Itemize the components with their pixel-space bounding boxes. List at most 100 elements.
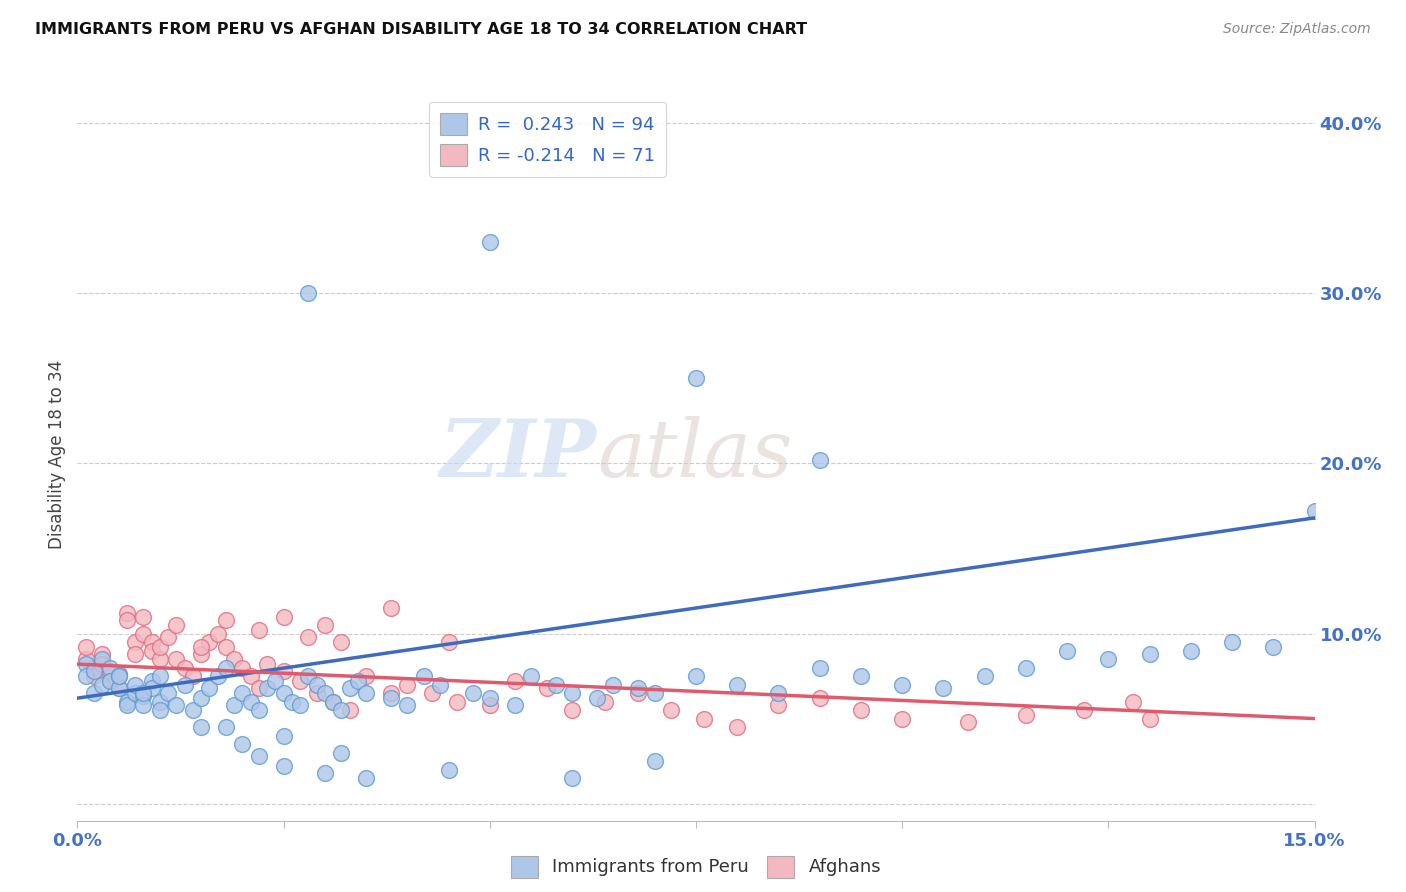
Point <box>396 677 419 691</box>
Point <box>165 698 187 712</box>
Point <box>247 749 270 764</box>
Point <box>75 657 97 672</box>
Point <box>83 660 105 674</box>
Point <box>1139 712 1161 726</box>
Point <box>602 677 624 691</box>
Text: Source: ZipAtlas.com: Source: ZipAtlas.com <box>1223 22 1371 37</box>
Point <box>1139 647 1161 661</box>
Point <box>314 766 336 780</box>
Point <box>190 640 212 654</box>
Point <box>1122 695 1144 709</box>
Point <box>231 660 253 674</box>
Point <box>420 686 443 700</box>
Point <box>98 674 121 689</box>
Point <box>354 669 377 683</box>
Point <box>561 703 583 717</box>
Point <box>891 712 914 726</box>
Point <box>725 720 748 734</box>
Point <box>693 712 716 726</box>
Point <box>132 626 155 640</box>
Point <box>222 652 245 666</box>
Point <box>437 635 460 649</box>
Point <box>124 686 146 700</box>
Point <box>132 609 155 624</box>
Point <box>1303 504 1326 518</box>
Point <box>107 681 129 695</box>
Point <box>288 698 311 712</box>
Point <box>1097 652 1119 666</box>
Point <box>520 669 543 683</box>
Point <box>437 763 460 777</box>
Point <box>273 686 295 700</box>
Point <box>115 695 138 709</box>
Point <box>91 647 114 661</box>
Point <box>157 686 180 700</box>
Point <box>165 618 187 632</box>
Point <box>181 703 204 717</box>
Point <box>1015 708 1038 723</box>
Point <box>91 657 114 672</box>
Point <box>115 698 138 712</box>
Point <box>190 691 212 706</box>
Point <box>207 626 229 640</box>
Point <box>83 669 105 683</box>
Point <box>98 674 121 689</box>
Point <box>932 681 955 695</box>
Point <box>141 674 163 689</box>
Point <box>891 677 914 691</box>
Point <box>141 643 163 657</box>
Point <box>463 686 485 700</box>
Point <box>297 669 319 683</box>
Point <box>314 618 336 632</box>
Point <box>215 720 238 734</box>
Point <box>380 686 402 700</box>
Point <box>149 695 172 709</box>
Point <box>768 686 790 700</box>
Point <box>198 635 221 649</box>
Point <box>1263 640 1285 654</box>
Point <box>107 667 129 681</box>
Point <box>627 686 650 700</box>
Point <box>314 686 336 700</box>
Point <box>91 677 114 691</box>
Point <box>141 681 163 695</box>
Point <box>644 686 666 700</box>
Point <box>149 703 172 717</box>
Point <box>808 660 831 674</box>
Point <box>132 686 155 700</box>
Point <box>231 686 253 700</box>
Point <box>190 647 212 661</box>
Point <box>561 686 583 700</box>
Point <box>849 669 872 683</box>
Point <box>149 669 172 683</box>
Point <box>1180 643 1202 657</box>
Point <box>173 677 195 691</box>
Point <box>231 737 253 751</box>
Point <box>1056 643 1078 657</box>
Point <box>380 601 402 615</box>
Point <box>503 698 526 712</box>
Point <box>75 652 97 666</box>
Point <box>215 640 238 654</box>
Point <box>849 703 872 717</box>
Point <box>222 698 245 712</box>
Point <box>247 623 270 637</box>
Point <box>685 669 707 683</box>
Point <box>380 691 402 706</box>
Point <box>297 286 319 301</box>
Point <box>627 681 650 695</box>
Point <box>91 652 114 666</box>
Point <box>190 720 212 734</box>
Point <box>141 635 163 649</box>
Point <box>107 681 129 695</box>
Point <box>544 677 567 691</box>
Point <box>322 695 344 709</box>
Text: ZIP: ZIP <box>440 417 598 493</box>
Point <box>297 630 319 644</box>
Point <box>478 235 501 250</box>
Point <box>957 714 980 729</box>
Point <box>586 691 609 706</box>
Point <box>478 691 501 706</box>
Point <box>644 754 666 768</box>
Point <box>281 695 304 709</box>
